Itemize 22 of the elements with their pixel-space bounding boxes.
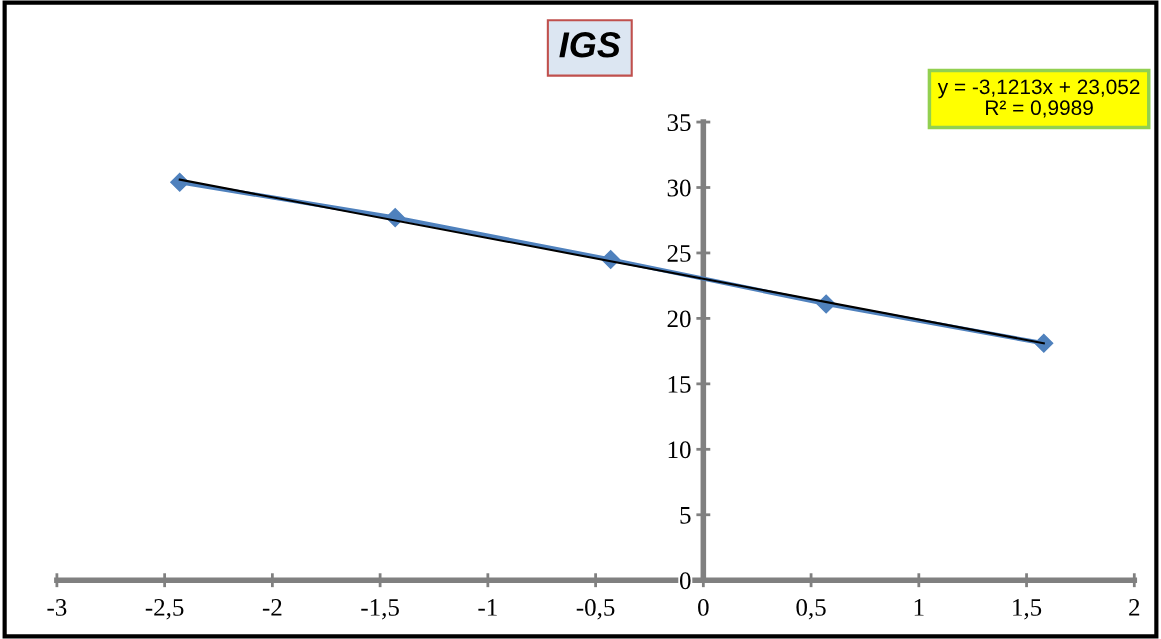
- x-tick-label: -2,5: [145, 599, 184, 620]
- y-tick-label: 0: [679, 572, 691, 590]
- y-tick-label: 5: [680, 507, 691, 524]
- text: y = -3,1213x + 23,052: [937, 79, 1140, 99]
- x-tick-label: 1: [914, 599, 924, 616]
- x-tick-label: 2: [1129, 599, 1140, 616]
- x-tick-label: 0: [698, 598, 709, 616]
- y-tick-label: 20: [667, 310, 691, 328]
- chart-title: IGS: [559, 32, 621, 58]
- y-tick-label: 15: [668, 376, 691, 393]
- y-tick-label: 30: [667, 179, 691, 197]
- y-tick-label: 25: [667, 245, 691, 262]
- y-tick-label: 35: [667, 114, 691, 131]
- x-tick-label: -0,5: [576, 598, 615, 620]
- x-tick-label: -1,5: [361, 599, 399, 620]
- x-tick-label: -3: [47, 599, 67, 616]
- x-tick-label: 0,5: [796, 598, 826, 620]
- y-tick-label: 10: [668, 441, 691, 459]
- text: R² = 0,9989: [986, 100, 1093, 118]
- x-tick-label: -2: [262, 599, 282, 616]
- x-tick-label: -1: [478, 599, 497, 616]
- x-tick-label: 1,5: [1013, 599, 1042, 620]
